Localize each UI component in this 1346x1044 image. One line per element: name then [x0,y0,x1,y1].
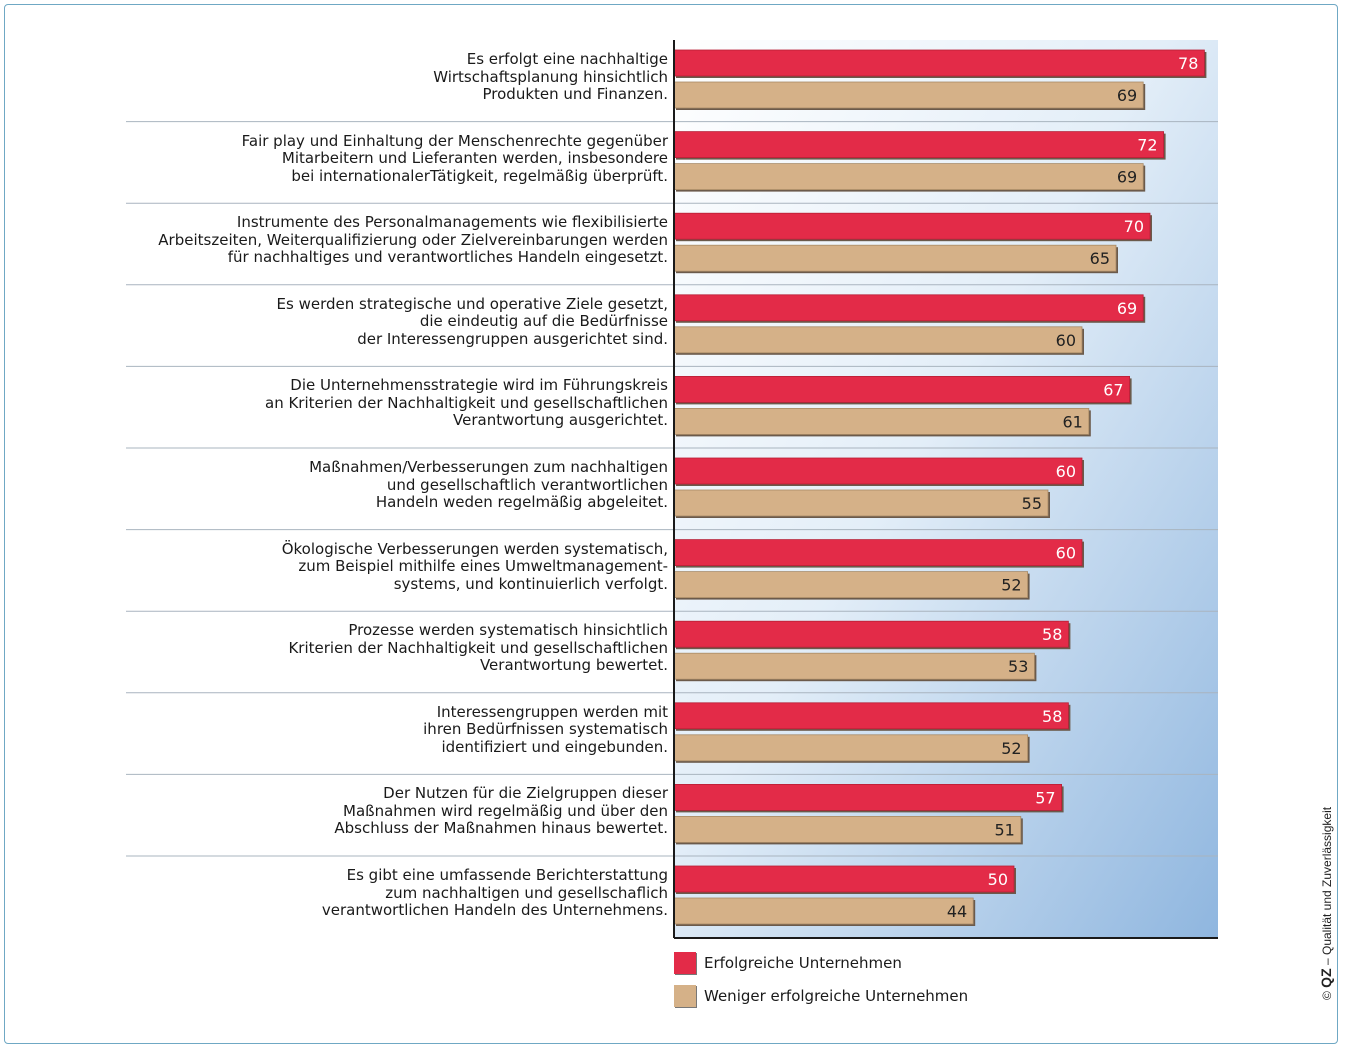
copyright-text: – Qualität und Zuverlässigkeit [1320,806,1334,966]
bar-value-label: 61 [1062,412,1082,431]
bar-value-label: 58 [1042,707,1062,726]
category-label: Maßnahmen/Verbesserungen zum nachhaltige… [309,458,668,511]
bar-weniger-erfolgreich [673,407,1090,435]
category-label: Interessengruppen werden mit ihren Bedür… [423,702,668,756]
legend-item-weniger-erfolgreich: Weniger erfolgreiche Unternehmen [674,984,968,1008]
bar-weniger-erfolgreich [673,489,1049,517]
category-label: Der Nutzen für die Zielgruppen dieser Ma… [334,784,668,838]
bar-value-label: 69 [1117,299,1137,318]
row-separators [126,121,1218,857]
bars-group: 7869726970656960676160556052585358525751… [673,49,1207,926]
bar-value-label: 53 [1008,657,1028,676]
bar-weniger-erfolgreich [673,897,974,925]
legend-label-erfolgreich: Erfolgreiche Unternehmen [704,954,902,972]
bar-value-label: 72 [1137,136,1157,155]
bar-weniger-erfolgreich [673,244,1117,272]
bar-erfolgreich [673,212,1151,240]
bar-value-label: 55 [1022,494,1042,513]
legend-item-erfolgreich: Erfolgreiche Unternehmen [674,951,902,975]
category-label: Es werden strategische und operative Zie… [276,294,668,348]
bar-value-label: 51 [994,820,1014,839]
category-label: Instrumente des Personalmanagements wie … [158,213,668,267]
bar-weniger-erfolgreich [673,163,1144,191]
bar-value-label: 60 [1056,331,1076,350]
bar-weniger-erfolgreich [673,652,1035,680]
bar-chart: 7869726970656960676160556052585358525751… [126,40,1218,939]
bar-value-label: 65 [1090,249,1110,268]
bar-value-label: 44 [947,902,967,921]
bar-value-label: 52 [1001,739,1021,758]
bar-erfolgreich [673,131,1165,159]
bar-value-label: 60 [1056,462,1076,481]
legend-swatch-red [674,952,696,974]
bar-value-label: 67 [1103,380,1123,399]
category-label: Es gibt eine umfassende Berichterstattun… [321,866,668,919]
copyright-brand: QZ [1318,968,1334,988]
bar-erfolgreich [673,49,1205,77]
legend-label-weniger-erfolgreich: Weniger erfolgreiche Unternehmen [704,987,969,1005]
bar-erfolgreich [673,539,1083,566]
bar-erfolgreich [673,294,1144,322]
category-label: Prozesse werden systematisch hinsichtlic… [288,621,668,675]
category-label: Die Unternehmensstrategie wird im Führun… [265,376,668,430]
bar-value-label: 50 [988,870,1008,889]
bar-erfolgreich [673,865,1015,893]
bar-erfolgreich [673,702,1069,730]
bar-value-label: 69 [1117,168,1137,187]
bar-erfolgreich [673,784,1063,811]
copyright-notice: © QZ – Qualität und Zuverlässigkeit [1318,807,1334,1000]
copyright-symbol: © [1320,991,1334,1000]
bar-value-label: 69 [1117,86,1137,105]
bar-weniger-erfolgreich [673,571,1029,598]
legend-swatch-tan [674,985,696,1007]
bar-weniger-erfolgreich [673,326,1083,354]
category-label: Es erfolgt eine nachhaltige Wirtschaftsp… [433,50,668,103]
bar-value-label: 58 [1042,625,1062,644]
bar-weniger-erfolgreich [673,816,1022,843]
bar-weniger-erfolgreich [673,734,1029,762]
bar-weniger-erfolgreich [673,81,1144,109]
category-label: Fair play und Einhaltung der Menschenrec… [241,131,668,185]
category-label: Ökologische Verbesserungen werden system… [281,539,668,593]
bar-erfolgreich [673,457,1083,485]
bar-value-label: 78 [1178,54,1198,73]
bar-value-label: 70 [1124,217,1144,236]
bar-value-label: 60 [1056,544,1076,563]
bar-value-label: 57 [1035,788,1055,807]
bar-erfolgreich [673,620,1069,648]
bar-value-label: 52 [1001,576,1021,595]
bar-erfolgreich [673,375,1131,403]
